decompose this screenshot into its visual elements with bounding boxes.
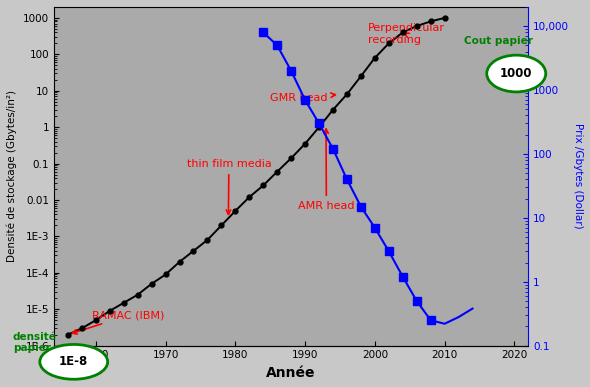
Ellipse shape [487, 55, 546, 92]
Text: GMR head: GMR head [270, 93, 335, 103]
Text: 1000: 1000 [500, 67, 533, 80]
Text: AMR head: AMR head [298, 129, 355, 211]
Text: densité
papier: densité papier [13, 332, 57, 353]
Text: 1E-8: 1E-8 [59, 355, 88, 368]
Y-axis label: Prix /Gbytes (Dollar): Prix /Gbytes (Dollar) [573, 123, 583, 229]
Text: Perpendicular
recording: Perpendicular recording [368, 24, 445, 45]
X-axis label: Année: Année [267, 366, 316, 380]
Text: Cout papier: Cout papier [464, 36, 533, 46]
Y-axis label: Densité de stockage (Gbytes/in²): Densité de stockage (Gbytes/in²) [7, 90, 18, 262]
Text: thin film media: thin film media [186, 159, 271, 214]
Text: RAMAC (IBM): RAMAC (IBM) [73, 310, 165, 334]
Ellipse shape [40, 344, 108, 379]
